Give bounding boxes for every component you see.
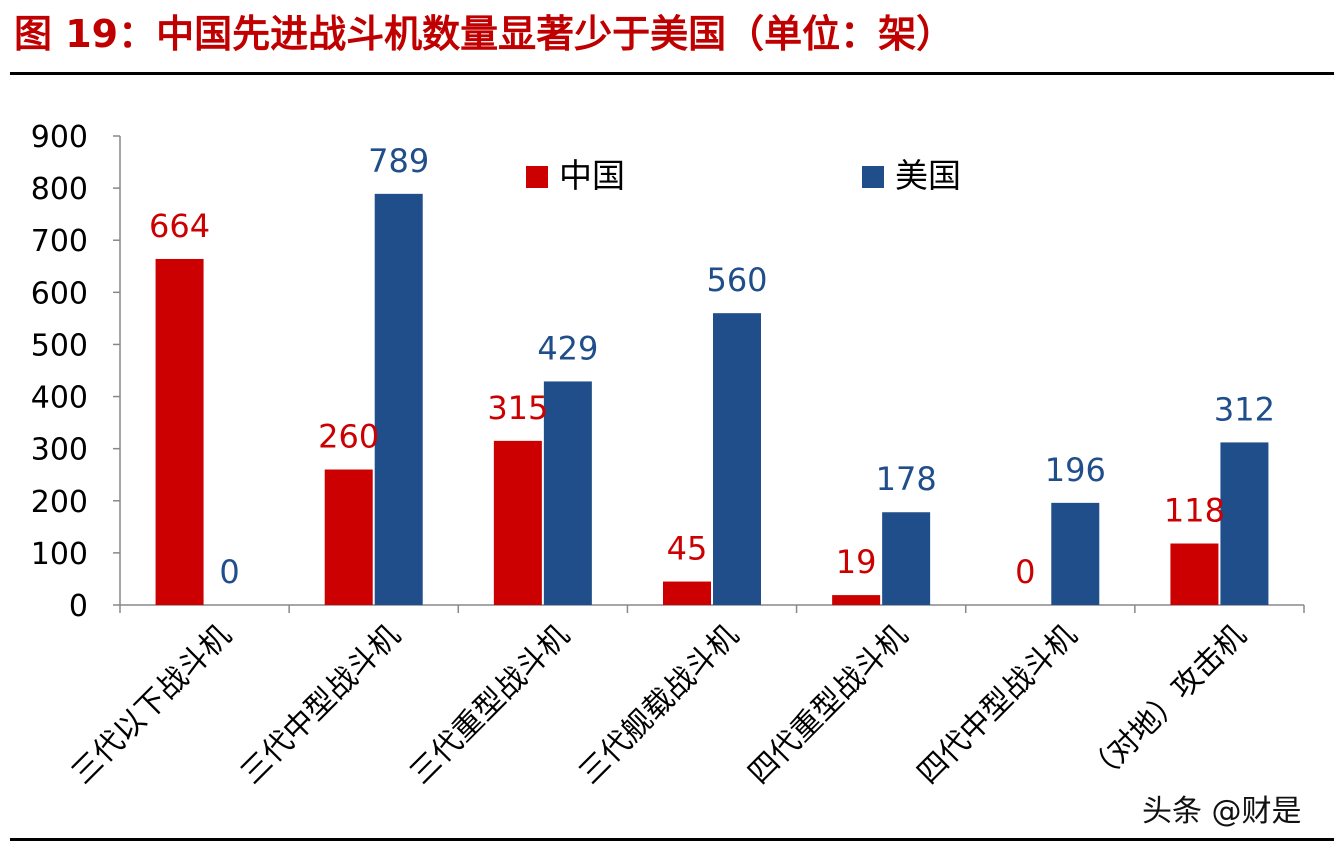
- bar-usa: [1051, 502, 1100, 605]
- y-tick-label: 200: [31, 485, 88, 520]
- legend-label: 美国: [895, 156, 961, 195]
- top-divider: [10, 72, 1334, 75]
- bar-china: [832, 595, 881, 605]
- bar-china: [663, 581, 711, 605]
- bar-china: [155, 258, 204, 605]
- data-label-china: 0: [1015, 553, 1035, 591]
- y-tick-label: 500: [31, 328, 88, 363]
- x-category-label: 四代重型战斗机: [742, 618, 915, 791]
- y-tick-label: 300: [31, 433, 88, 468]
- y-tick-label: 800: [31, 172, 88, 207]
- bar-china: [324, 469, 373, 605]
- chart-title: 图 19：中国先进战斗机数量显著少于美国（单位：架）: [14, 12, 955, 56]
- x-category-label: 三代以下战斗机: [65, 618, 238, 791]
- data-label-usa: 560: [706, 261, 767, 299]
- bar-china: [493, 440, 542, 605]
- data-label-usa: 312: [1214, 390, 1275, 428]
- data-label-china: 45: [667, 530, 708, 568]
- legend-swatch: [526, 166, 548, 188]
- y-tick-label: 100: [31, 537, 88, 572]
- axes: 0 100 200 300 400 500 600 700 800 900 三代以下战斗机三代中型战…: [31, 120, 1305, 791]
- data-label-usa: 178: [876, 460, 937, 498]
- data-label-china: 315: [487, 389, 548, 427]
- y-tick-label: 400: [31, 381, 88, 416]
- y-tick-label: 700: [31, 224, 88, 259]
- legend: 中国 美国: [526, 156, 961, 195]
- data-label-usa: 0: [219, 553, 239, 591]
- x-category-label: 三代中型战斗机: [234, 618, 407, 791]
- data-label-china: 118: [1164, 492, 1225, 530]
- x-category-label: （对地）攻击机: [1080, 618, 1253, 791]
- data-label-china: 664: [149, 207, 210, 245]
- data-label-usa: 429: [537, 329, 598, 367]
- bar-usa: [882, 512, 931, 605]
- data-labels: 664 260 315 45 19 0 118 0 789 429 560 178 196 312: [149, 142, 1275, 591]
- bar-usa: [713, 313, 761, 605]
- bar-usa: [543, 381, 592, 605]
- bottom-divider: [10, 838, 1334, 841]
- bar-usa: [374, 193, 423, 606]
- x-category-label: 三代重型战斗机: [403, 618, 576, 791]
- data-label-usa: 196: [1045, 451, 1106, 489]
- data-label-china: 19: [836, 543, 877, 581]
- legend-label: 中国: [559, 156, 625, 195]
- bar-usa: [1220, 442, 1269, 605]
- bars: [155, 193, 1269, 606]
- bar-china: [1170, 543, 1219, 605]
- y-tick-label: 600: [31, 276, 88, 311]
- x-category-label: 四代中型战斗机: [911, 618, 1084, 791]
- x-category-label: 三代舰载战斗机: [572, 618, 745, 791]
- data-label-china: 260: [318, 418, 379, 456]
- data-label-usa: 789: [368, 142, 429, 180]
- y-tick-label: 900: [31, 120, 88, 155]
- y-tick-label: 0: [69, 589, 88, 624]
- watermark: 头条 @财是: [1142, 794, 1302, 829]
- legend-swatch: [862, 166, 884, 188]
